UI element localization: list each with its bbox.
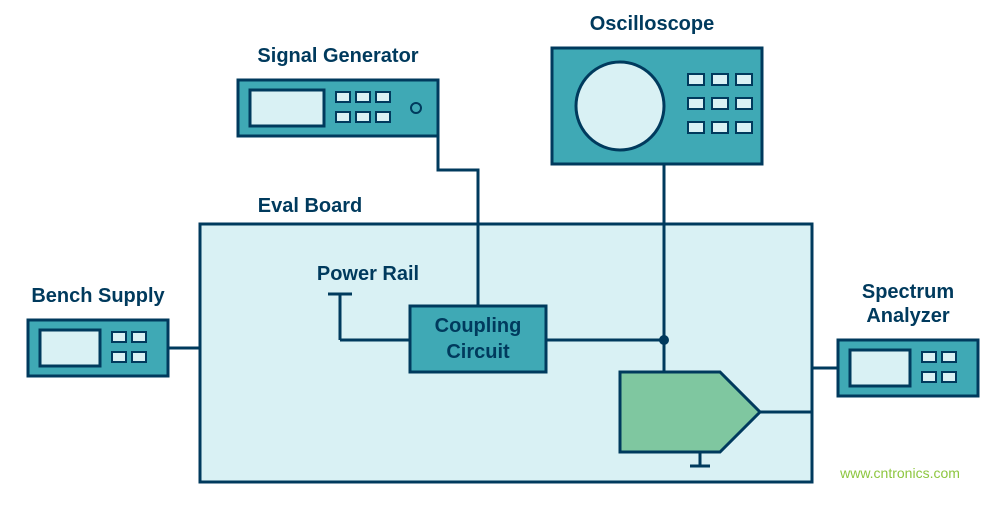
coupling-label-1: Coupling	[435, 315, 522, 337]
spectrum-label-1: Spectrum	[862, 281, 954, 303]
oscilloscope-label: Oscilloscope	[590, 13, 715, 35]
signal-generator-label: Signal Generator	[257, 45, 418, 67]
signal-generator-instrument	[238, 80, 438, 136]
bench-supply-label: Bench Supply	[31, 285, 165, 307]
coupling-label-2: Circuit	[446, 341, 510, 363]
spectrum-label-2: Analyzer	[866, 305, 950, 327]
node-dot	[659, 335, 669, 345]
bench-supply-instrument	[28, 320, 168, 376]
oscilloscope-instrument	[552, 48, 762, 164]
spectrum-analyzer-instrument	[838, 340, 978, 396]
power-rail-label: Power Rail	[317, 263, 419, 285]
eval-board-label: Eval Board	[258, 195, 362, 217]
watermark-text: www.cntronics.com	[839, 465, 960, 481]
